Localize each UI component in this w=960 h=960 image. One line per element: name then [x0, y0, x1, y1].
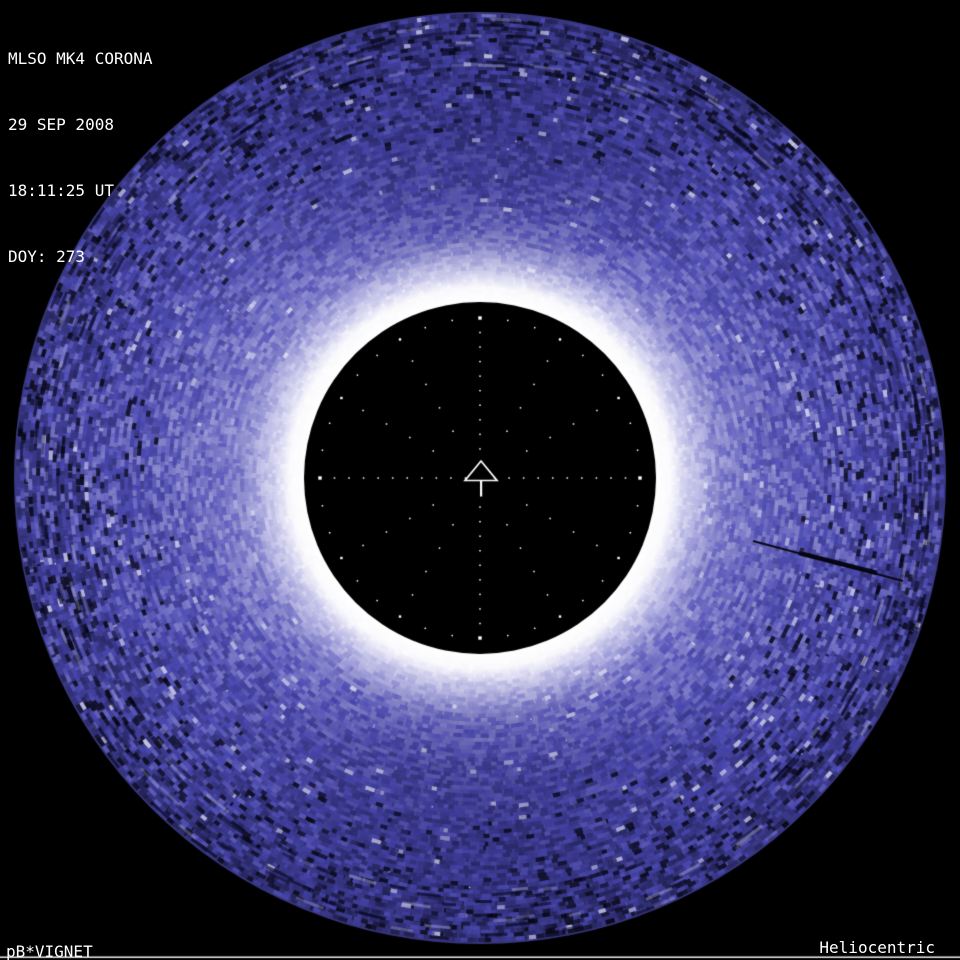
day-of-year: DOY: 273 — [8, 247, 86, 266]
data-product-label: pB*VIGNET — [6, 942, 93, 960]
image-footer-annotation: pB*VIGNET MIN: -150.00 MAX: 500.00 — [6, 902, 122, 960]
coordinate-system-label: Heliocentric — [819, 938, 935, 957]
observation-time: 18:11:25 UT — [8, 181, 114, 200]
image-header-annotation: MLSO MK4 CORONA 29 SEP 2008 18:11:25 UT … — [8, 4, 153, 312]
observatory-instrument-title: MLSO MK4 CORONA — [8, 49, 153, 68]
observation-date: 29 SEP 2008 — [8, 115, 114, 134]
